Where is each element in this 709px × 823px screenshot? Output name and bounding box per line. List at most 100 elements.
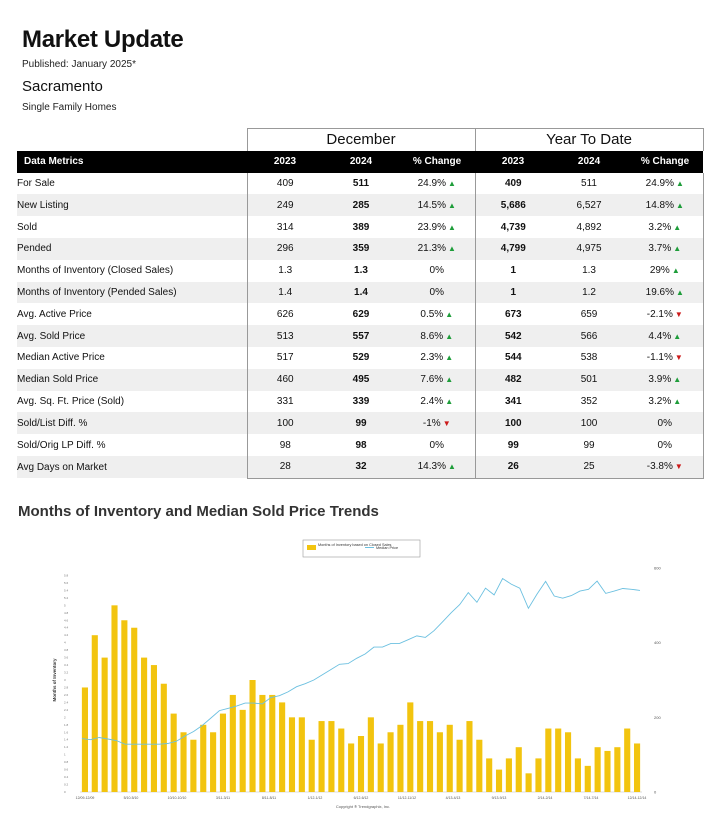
arrow-up-icon: ▲	[445, 353, 454, 363]
dec-2024-value-text: 1.3	[354, 265, 368, 277]
left-tick-label: 4.4	[64, 626, 69, 630]
ytd-2023-value-text: 482	[504, 374, 522, 386]
inventory-bar	[407, 702, 414, 792]
dec-change-value: 14.3% ▲	[399, 455, 476, 479]
dec-change-value: -1% ▼	[399, 412, 476, 435]
inventory-bar	[446, 724, 453, 792]
table-row: Median Sold Price 460 495 7.6% ▲ 482 501 3.9% ▲	[17, 368, 704, 391]
ytd-change-value: 3.7% ▲	[627, 237, 704, 260]
arrow-up-icon: ▲	[447, 178, 456, 188]
inventory-bar	[121, 620, 128, 792]
ytd-2023-value: 26	[474, 455, 552, 479]
ytd-2024-value: 659	[551, 303, 627, 325]
dec-change-value: 7.6% ▲	[399, 368, 476, 391]
row-label-text: Months of Inventory (Closed Sales)	[17, 265, 174, 277]
arrow-up-icon: ▲	[445, 331, 454, 341]
left-tick-label: 0.6	[64, 768, 69, 772]
table-row: Avg. Sold Price 513 557 8.6% ▲ 542 566 4.4% ▲	[17, 325, 704, 347]
ytd-2024-value: 501	[551, 368, 628, 391]
dec-change-value-text: 2.3%	[420, 352, 444, 364]
dec-2023-value: 249	[246, 194, 323, 217]
dec-2023-value-text: 100	[276, 417, 294, 429]
dec-2024-value-text: 359	[352, 243, 370, 255]
inventory-bar	[249, 680, 256, 792]
col-header-ytd-2024: 2024	[551, 150, 628, 173]
inventory-bar	[564, 732, 572, 792]
row-label: Avg. Active Price	[17, 303, 247, 325]
ytd-2023-value-text: 542	[504, 330, 522, 342]
dec-2023-value-text: 460	[276, 374, 294, 386]
row-label: Sold/List Diff. %	[17, 412, 247, 435]
dec-change-value-text: 21.3%	[417, 243, 446, 255]
ytd-2024-value: 1.2	[551, 281, 628, 304]
table-row: Avg. Active Price 626 629 0.5% ▲ 673 659 -2.1% ▼	[17, 303, 704, 326]
metrics-table: December Year To Date Data Metrics 2023 …	[17, 127, 704, 479]
x-tick-label: 4/13-4/13	[446, 796, 461, 800]
x-tick-label: 7/14-7/14	[584, 796, 599, 800]
ytd-change-value: 3.2% ▲	[627, 390, 704, 413]
dec-2024-value: 359	[323, 237, 399, 260]
inventory-bar	[348, 743, 355, 792]
right-tick-label: 600	[654, 566, 661, 571]
city-name: Sacramento	[22, 78, 103, 95]
inventory-bar	[426, 721, 434, 792]
ytd-change-value: 3.2% ▲	[627, 216, 704, 238]
arrow-up-icon: ▲	[445, 309, 454, 319]
inventory-bar	[417, 721, 424, 792]
ytd-2024-value: 566	[551, 325, 628, 347]
ytd-change-value: 24.9% ▲	[627, 172, 704, 195]
inventory-bar	[141, 657, 148, 792]
x-tick-label: 1/12-1/12	[308, 796, 323, 800]
ytd-2023-value: 1	[474, 259, 552, 282]
inventory-bar	[535, 758, 542, 792]
dec-change-value-text: 24.9%	[417, 177, 446, 189]
dec-2023-value-text: 626	[276, 308, 294, 320]
dec-2024-value-text: 98	[355, 439, 367, 451]
dec-change-value-text: -1%	[422, 417, 441, 429]
dec-change-value-text: 14.5%	[417, 199, 446, 211]
inventory-bar	[180, 732, 187, 792]
dec-2024-value: 32	[323, 455, 399, 479]
ytd-2024-value: 6,527	[551, 194, 628, 217]
arrow-up-icon: ▲	[671, 266, 680, 276]
dec-2023-value-text: 409	[276, 177, 294, 189]
dec-2024-value: 629	[323, 303, 399, 325]
ytd-change-value-text: -2.1%	[646, 308, 673, 320]
x-tick-label: 10/10-10/10	[168, 796, 187, 800]
arrow-up-icon: ▲	[676, 178, 684, 188]
left-tick-label: 2.2	[64, 708, 69, 712]
dec-2023-value-text: 331	[276, 395, 294, 407]
ytd-change-value: 4.4% ▲	[627, 325, 704, 347]
left-tick-label: 1.4	[64, 738, 69, 742]
inventory-bar	[436, 732, 443, 792]
ytd-2024-value: 4,892	[551, 216, 627, 238]
inventory-bar	[594, 747, 601, 792]
dec-2023-value: 517	[246, 346, 323, 369]
dec-2024-value-text: 1.4	[354, 286, 368, 298]
ytd-change-value-text: -1.1%	[646, 352, 673, 364]
ytd-2023-value-text: 1	[510, 286, 517, 298]
ytd-change-value-text: 14.8%	[645, 199, 674, 211]
ytd-change-value-text: -3.8%	[646, 461, 673, 473]
row-label: Months of Inventory (Pended Sales)	[17, 281, 247, 304]
row-label-text: Avg. Active Price	[17, 308, 92, 320]
ytd-2024-value: 99	[551, 434, 627, 456]
dec-change-value: 8.6% ▲	[399, 325, 476, 347]
row-label-text: New Listing	[17, 199, 69, 211]
metrics-table-body: For Sale 409 511 24.9% ▲ 409 511 24.9% ▲ New List…	[17, 172, 704, 479]
dec-2023-value: 460	[246, 368, 323, 391]
row-label: Avg. Sold Price	[17, 325, 247, 347]
left-tick-label: 5.2	[64, 596, 69, 600]
ytd-change-value-text: 0%	[657, 439, 672, 451]
ytd-change-value: 0%	[627, 412, 704, 435]
group-year-to-date: Year To Date	[474, 127, 704, 151]
ytd-change-value: 14.8% ▲	[627, 194, 704, 217]
ytd-2023-value: 409	[474, 172, 552, 195]
arrow-up-icon: ▲	[673, 222, 682, 232]
inventory-bar	[279, 702, 286, 792]
left-tick-label: 1	[64, 753, 66, 757]
dec-2024-value: 1.3	[323, 260, 399, 282]
left-tick-label: 1.8	[64, 723, 69, 727]
inventory-bar	[495, 769, 503, 792]
ytd-2023-value: 341	[474, 390, 552, 413]
